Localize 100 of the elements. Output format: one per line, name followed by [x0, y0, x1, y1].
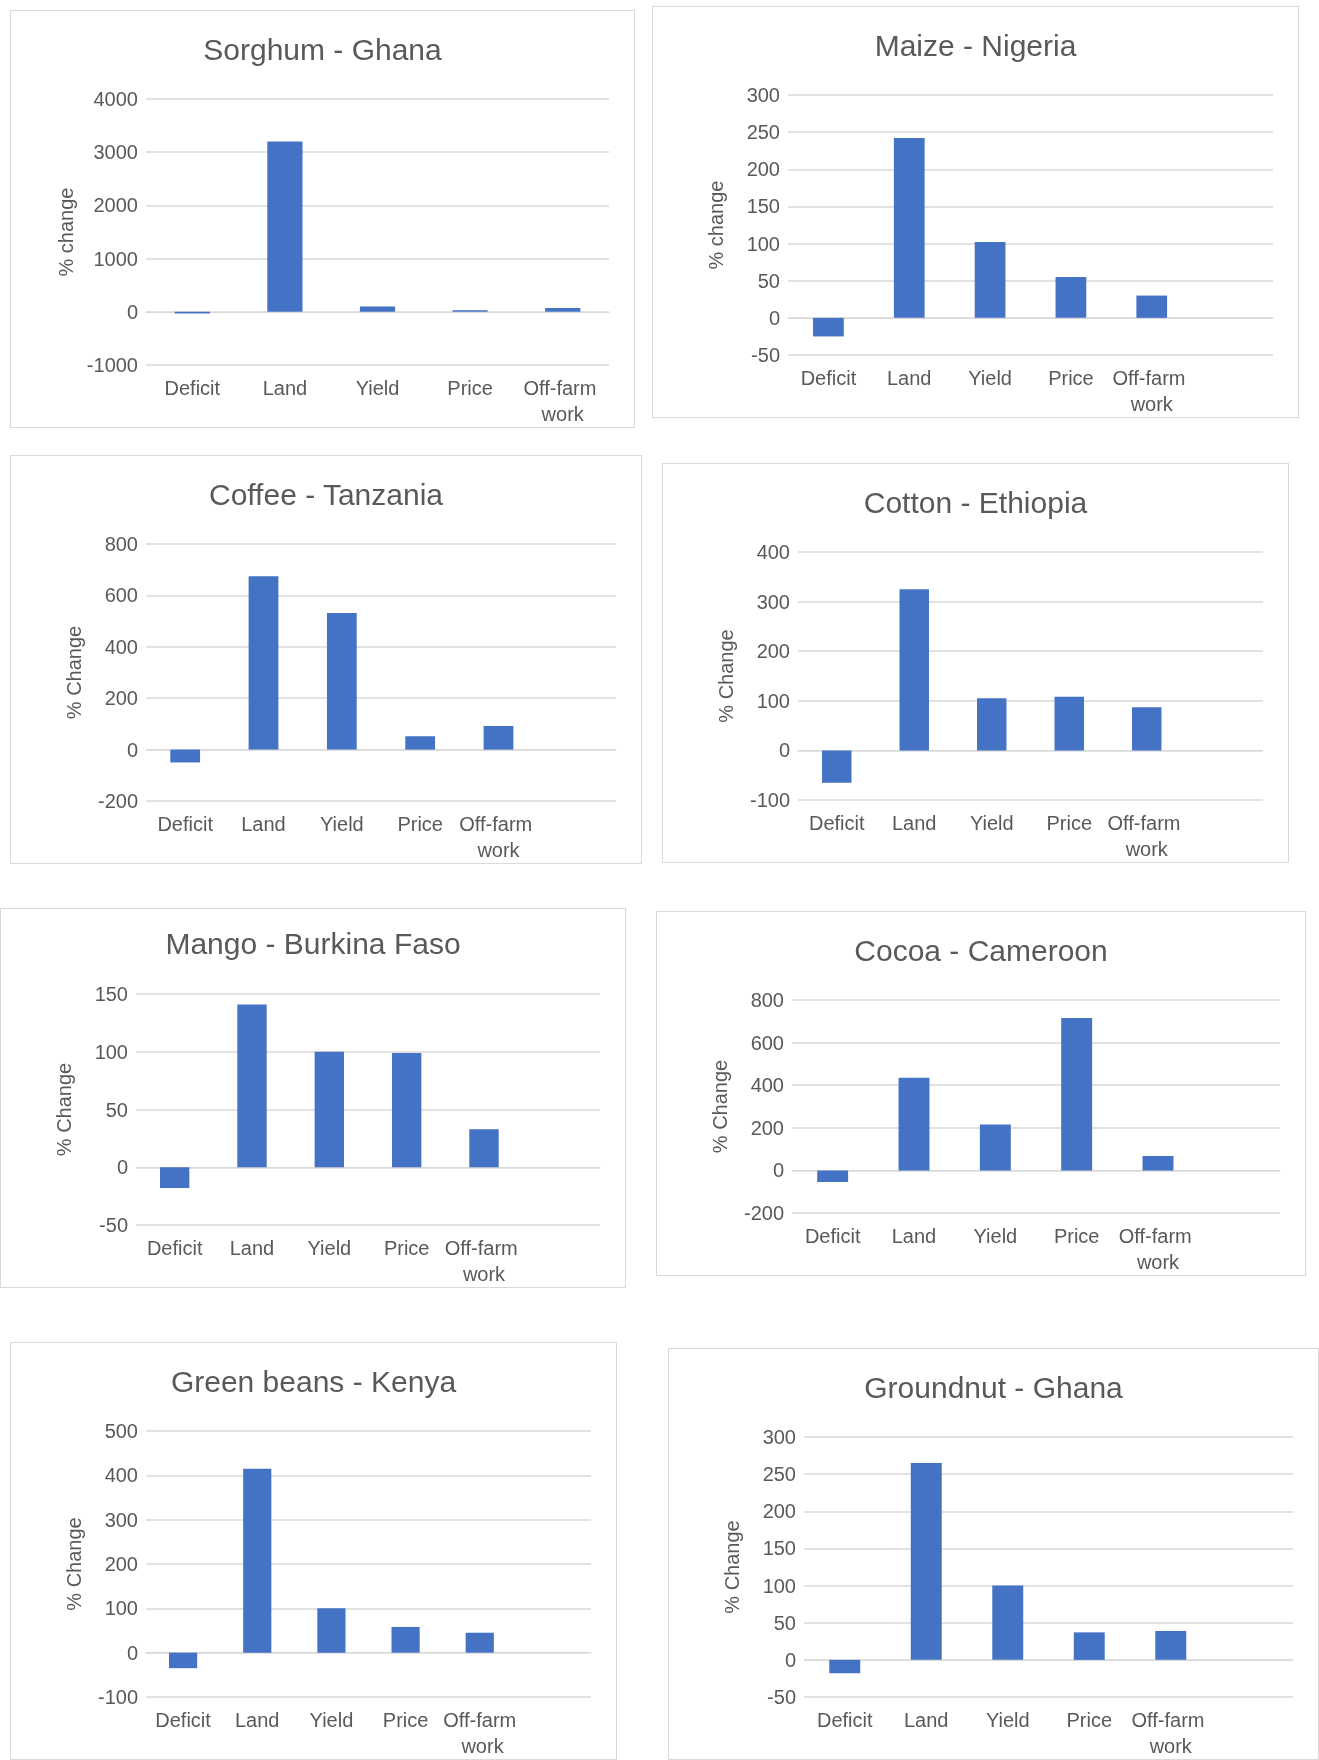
y-tick-label: 0	[116, 1156, 128, 1179]
x-tick-label: Yield	[973, 1225, 1018, 1247]
y-tick-label: 500	[104, 1420, 138, 1442]
chart-title: Maize - Nigeria	[874, 28, 1077, 62]
x-tick-label: Price	[1048, 367, 1094, 389]
y-tick-label: 600	[104, 584, 138, 607]
bar	[1136, 295, 1168, 318]
y-tick-label: -200	[97, 790, 138, 812]
x-tick-label: Deficit	[146, 1237, 203, 1259]
bar	[267, 141, 303, 312]
chart-title: Mango - Burkina Faso	[165, 926, 461, 960]
x-tick-label: Land	[891, 1225, 937, 1247]
bar	[977, 698, 1007, 751]
x-tick-label: Price	[382, 1709, 429, 1731]
bar	[1132, 707, 1162, 751]
x-tick-label: Land	[241, 813, 286, 835]
y-tick-label: -50	[751, 344, 780, 366]
bar	[822, 750, 852, 783]
bar	[893, 138, 925, 318]
y-tick-label: 0	[768, 306, 780, 329]
y-tick-label: -100	[97, 1686, 138, 1708]
bar	[248, 576, 279, 750]
y-tick-label: -100	[749, 789, 790, 811]
y-tick-label: 0	[784, 1648, 796, 1671]
x-tick-label: Price	[1046, 812, 1093, 834]
y-tick-label: 100	[104, 1597, 138, 1620]
x-tick-label: Price	[1053, 1225, 1100, 1247]
y-tick-label: 400	[104, 1464, 138, 1487]
y-tick-label: 250	[746, 121, 780, 144]
y-axis-title: % Change	[63, 1517, 85, 1611]
bar	[974, 242, 1006, 318]
y-tick-label: 200	[104, 687, 138, 710]
bar	[545, 308, 581, 312]
bar	[1061, 1018, 1093, 1171]
chart-title: Cotton - Ethiopia	[863, 485, 1088, 519]
y-tick-label: 250	[762, 1463, 796, 1486]
y-tick-label: 2000	[93, 194, 138, 217]
y-tick-label: 150	[762, 1537, 796, 1560]
y-tick-label: -200	[743, 1202, 784, 1224]
x-tick-label: Land	[892, 812, 937, 834]
bar	[1155, 1630, 1187, 1660]
y-axis-title: % Change	[715, 629, 737, 723]
x-tick-label: Price	[397, 813, 443, 835]
chart-title: Green beans - Kenya	[170, 1364, 457, 1398]
chart-title: Groundnut - Ghana	[864, 1370, 1124, 1404]
x-tick-label: Deficit	[816, 1709, 873, 1731]
y-tick-label: 400	[104, 635, 138, 658]
x-tick-label: Off-farm work	[444, 1237, 524, 1285]
y-axis-title: % Change	[721, 1520, 743, 1614]
x-tick-label: Off-farm work	[523, 377, 602, 425]
bar	[314, 1051, 345, 1168]
x-tick-label: Yield	[309, 1709, 354, 1731]
x-tick-label: Deficit	[800, 367, 857, 389]
x-tick-label: Land	[887, 367, 932, 389]
x-tick-label: Price	[383, 1237, 430, 1259]
chart-title: Sorghum - Ghana	[203, 32, 443, 66]
bar	[168, 1652, 198, 1669]
y-tick-label: 200	[762, 1500, 796, 1523]
bar	[170, 749, 201, 763]
y-tick-label: 800	[750, 989, 784, 1011]
y-tick-label: 100	[746, 232, 780, 255]
y-tick-label: 4000	[93, 88, 138, 110]
y-tick-label: 50	[105, 1098, 128, 1121]
x-tick-label: Off-farm work	[1118, 1225, 1198, 1273]
y-tick-label: 200	[746, 158, 780, 181]
y-tick-label: 600	[750, 1031, 784, 1054]
bar	[899, 589, 929, 751]
y-tick-label: 800	[104, 533, 138, 555]
bar	[992, 1585, 1024, 1660]
bar	[1073, 1632, 1105, 1660]
y-tick-label: 100	[756, 689, 790, 712]
x-tick-label: Deficit	[155, 1709, 212, 1731]
bar	[237, 1004, 267, 1168]
x-tick-label: Land	[235, 1709, 280, 1731]
bar	[317, 1608, 346, 1653]
y-tick-label: 300	[746, 84, 780, 106]
y-tick-label: -50	[99, 1214, 128, 1236]
bar	[1142, 1155, 1174, 1171]
y-tick-label: 200	[750, 1116, 784, 1139]
y-tick-label: 400	[750, 1074, 784, 1097]
y-tick-label: 0	[772, 1159, 784, 1182]
bar	[1055, 277, 1087, 318]
y-tick-label: 150	[746, 195, 780, 218]
y-axis-title: % change	[705, 180, 727, 270]
y-axis-title: % Change	[63, 625, 85, 720]
bar	[359, 306, 396, 312]
bar	[829, 1659, 861, 1674]
x-tick-label: Land	[904, 1709, 949, 1731]
y-tick-label: 400	[756, 541, 790, 563]
x-tick-label: Price	[447, 377, 493, 399]
y-tick-label: 200	[104, 1553, 138, 1575]
x-tick-label: Off-farm work	[459, 813, 538, 861]
x-tick-label: Yield	[319, 813, 364, 835]
bar	[898, 1077, 930, 1171]
x-tick-label: Off-farm work	[443, 1709, 517, 1757]
bar	[1054, 696, 1084, 751]
y-tick-label: 100	[762, 1574, 796, 1597]
y-tick-label: 100	[94, 1040, 128, 1063]
y-tick-label: 0	[126, 738, 138, 761]
bar	[813, 317, 844, 337]
